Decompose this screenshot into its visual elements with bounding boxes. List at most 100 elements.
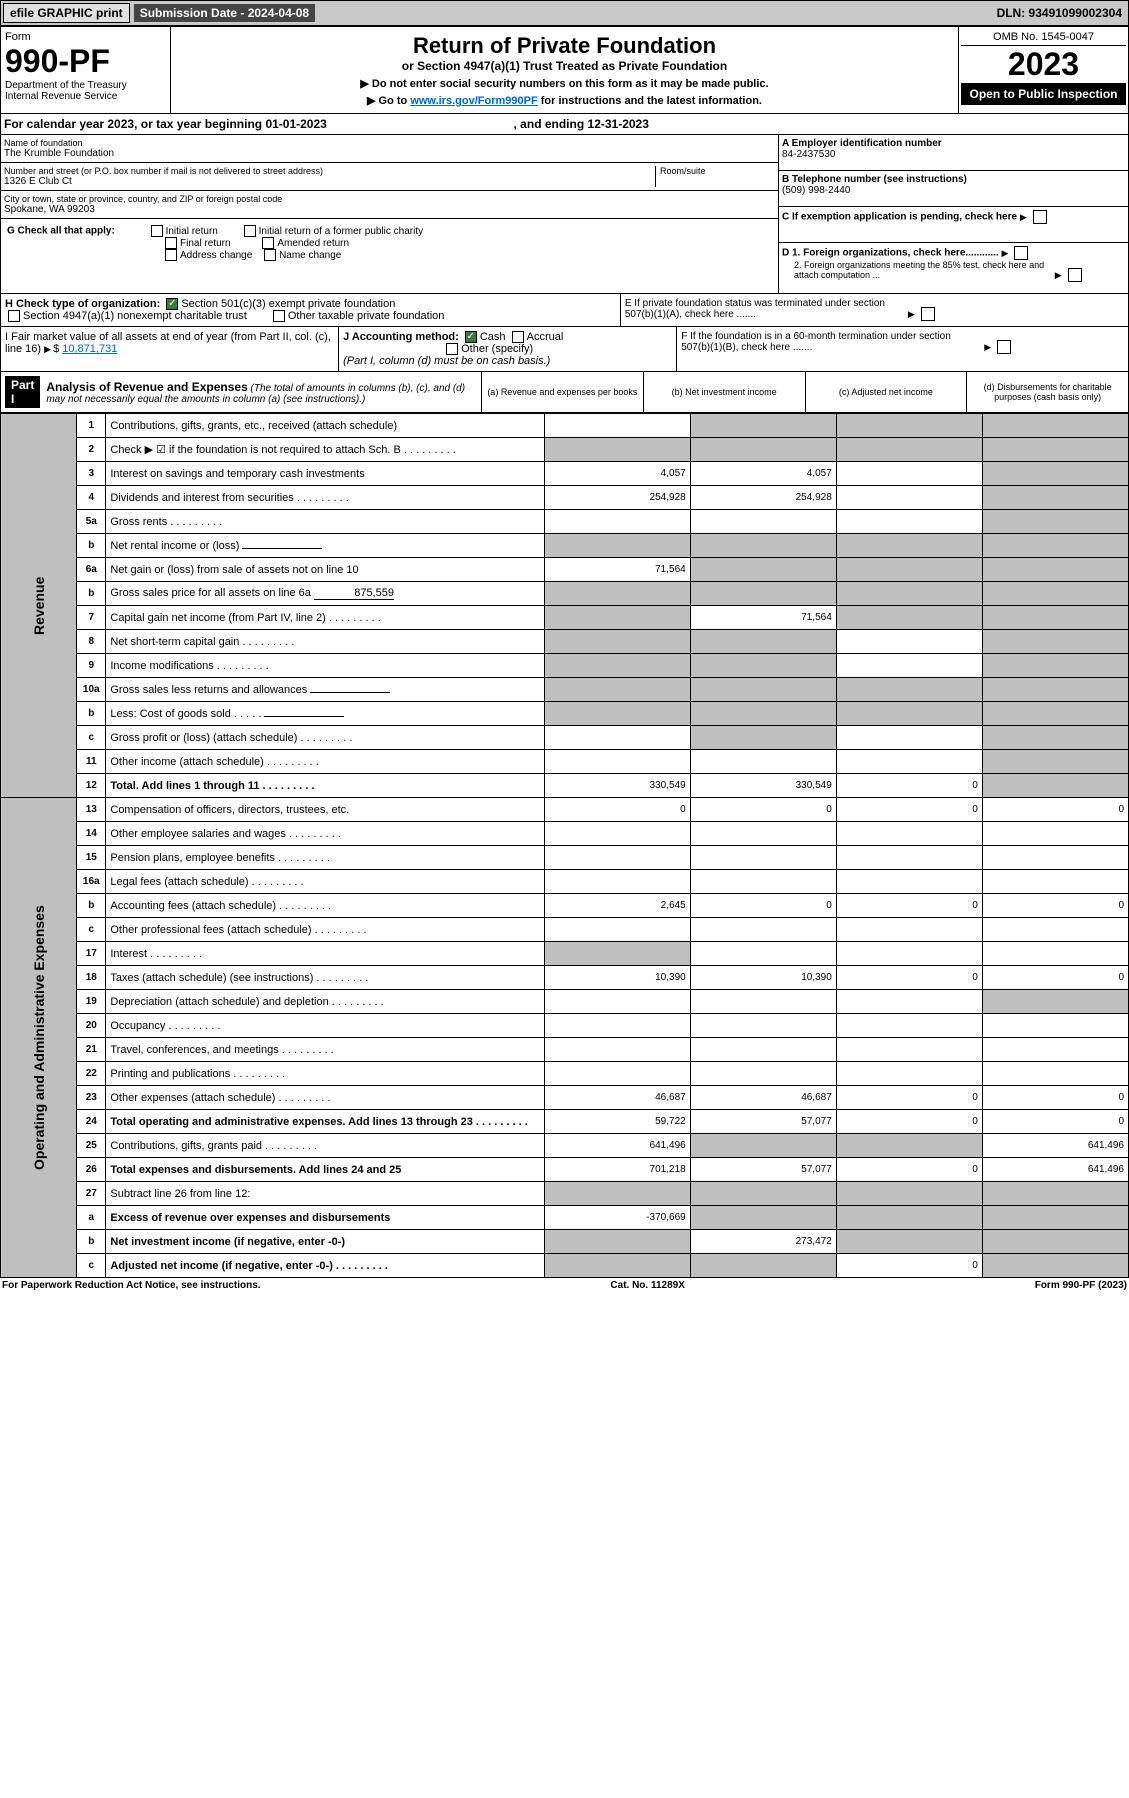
row-val <box>690 918 836 942</box>
row-number: 9 <box>77 654 106 678</box>
row-val <box>982 1182 1128 1206</box>
form-subtitle: or Section 4947(a)(1) Trust Treated as P… <box>177 59 952 73</box>
row-val <box>544 1254 690 1278</box>
row-desc: Taxes (attach schedule) (see instruction… <box>106 966 544 990</box>
row-val <box>982 990 1128 1014</box>
row-val <box>690 510 836 534</box>
4947-checkbox[interactable] <box>8 310 20 322</box>
row-number: 22 <box>77 1062 106 1086</box>
row-val <box>690 1014 836 1038</box>
row-number: 15 <box>77 846 106 870</box>
row-val <box>836 606 982 630</box>
row-number: c <box>77 1254 106 1278</box>
row-number: 25 <box>77 1134 106 1158</box>
status-terminated-checkbox[interactable] <box>921 307 935 321</box>
row-val: 330,549 <box>544 774 690 798</box>
row-val <box>690 846 836 870</box>
other-taxable-checkbox[interactable] <box>273 310 285 322</box>
row-val: 57,077 <box>690 1158 836 1182</box>
row-desc: Compensation of officers, directors, tru… <box>106 798 544 822</box>
row-val: 46,687 <box>690 1086 836 1110</box>
501c3-checkbox[interactable] <box>166 298 178 310</box>
row-val <box>544 750 690 774</box>
row-val <box>690 438 836 462</box>
row-desc: Capital gain net income (from Part IV, l… <box>106 606 544 630</box>
row-number: 21 <box>77 1038 106 1062</box>
row-val <box>836 942 982 966</box>
row-val: 641,496 <box>544 1134 690 1158</box>
row-val <box>982 1038 1128 1062</box>
row-val: 0 <box>982 894 1128 918</box>
row-val: 46,687 <box>544 1086 690 1110</box>
row-desc: Net investment income (if negative, ente… <box>106 1230 544 1254</box>
row-val: 0 <box>836 798 982 822</box>
row-val: 0 <box>982 1086 1128 1110</box>
row-val <box>690 1038 836 1062</box>
row-val: 0 <box>836 1086 982 1110</box>
amended-return-checkbox[interactable] <box>262 237 274 249</box>
row-number: 24 <box>77 1110 106 1134</box>
row-number: 7 <box>77 606 106 630</box>
cash-checkbox[interactable] <box>465 331 477 343</box>
60-month-checkbox[interactable] <box>997 340 1011 354</box>
foreign-org-checkbox[interactable] <box>1014 246 1028 260</box>
row-number: 13 <box>77 798 106 822</box>
city-cell: City or town, state or province, country… <box>1 191 778 219</box>
other-method-checkbox[interactable] <box>446 343 458 355</box>
row-number: 14 <box>77 822 106 846</box>
row-val <box>982 630 1128 654</box>
row-val: -370,669 <box>544 1206 690 1230</box>
row-val <box>690 630 836 654</box>
row-val <box>982 534 1128 558</box>
initial-return-checkbox[interactable] <box>151 225 163 237</box>
foreign-85-checkbox[interactable] <box>1068 268 1082 282</box>
row-number: 3 <box>77 462 106 486</box>
row-val: 10,390 <box>544 966 690 990</box>
name-change-checkbox[interactable] <box>264 249 276 261</box>
row-val <box>690 534 836 558</box>
row-desc: Total expenses and disbursements. Add li… <box>106 1158 544 1182</box>
tax-year: 2023 <box>961 46 1126 83</box>
exemption-pending-checkbox[interactable] <box>1033 210 1047 224</box>
paperwork-notice: For Paperwork Reduction Act Notice, see … <box>2 1280 261 1291</box>
row-number: 20 <box>77 1014 106 1038</box>
row-desc: Travel, conferences, and meetings . . . … <box>106 1038 544 1062</box>
row-val <box>836 822 982 846</box>
row-val <box>982 870 1128 894</box>
col-d-header: (d) Disbursements for charitable purpose… <box>966 372 1128 412</box>
calendar-year-row: For calendar year 2023, or tax year begi… <box>0 114 1129 135</box>
form-title: Return of Private Foundation <box>177 33 952 59</box>
foundation-name-cell: Name of foundation The Krumble Foundatio… <box>1 135 778 163</box>
row-val <box>690 822 836 846</box>
row-desc: Subtract line 26 from line 12: <box>106 1182 544 1206</box>
row-desc: Excess of revenue over expenses and disb… <box>106 1206 544 1230</box>
row-val: 254,928 <box>544 486 690 510</box>
row-number: 2 <box>77 438 106 462</box>
row-val <box>690 582 836 606</box>
row-desc: Less: Cost of goods sold . . . . . <box>106 702 544 726</box>
row-val <box>690 750 836 774</box>
row-number: 8 <box>77 630 106 654</box>
expenses-side-label: Operating and Administrative Expenses <box>1 798 77 1278</box>
part1-header: Part I Analysis of Revenue and Expenses … <box>0 372 1129 413</box>
accrual-checkbox[interactable] <box>512 331 524 343</box>
final-return-checkbox[interactable] <box>165 237 177 249</box>
row-desc: Gross sales less returns and allowances <box>106 678 544 702</box>
row-val <box>982 1254 1128 1278</box>
cat-number: Cat. No. 11289X <box>610 1280 684 1291</box>
row-number: c <box>77 726 106 750</box>
address-change-checkbox[interactable] <box>165 249 177 261</box>
irs-link[interactable]: www.irs.gov/Form990PF <box>410 95 537 107</box>
row-number: 4 <box>77 486 106 510</box>
row-desc: Pension plans, employee benefits . . . .… <box>106 846 544 870</box>
info-left: Name of foundation The Krumble Foundatio… <box>1 135 778 293</box>
row-number: 23 <box>77 1086 106 1110</box>
row-desc: Depreciation (attach schedule) and deple… <box>106 990 544 1014</box>
fmv-link[interactable]: 10,871,731 <box>62 343 117 355</box>
j-section: J Accounting method: Cash Accrual Other … <box>339 327 677 371</box>
ein-cell: A Employer identification number 84-2437… <box>779 135 1128 171</box>
efile-print-button[interactable]: efile GRAPHIC print <box>3 3 130 23</box>
initial-return-former-checkbox[interactable] <box>244 225 256 237</box>
row-desc: Total operating and administrative expen… <box>106 1110 544 1134</box>
row-number: 12 <box>77 774 106 798</box>
